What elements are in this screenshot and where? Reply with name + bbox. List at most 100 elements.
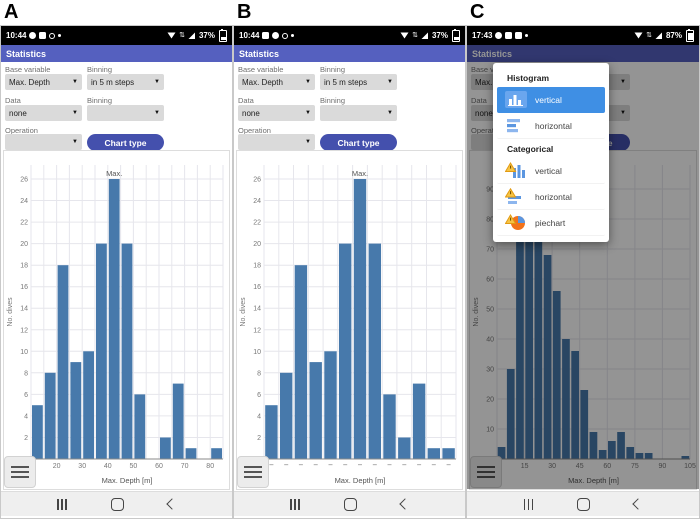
svg-text:26: 26 [253, 177, 261, 184]
svg-text:6: 6 [257, 392, 261, 399]
battery-icon [219, 28, 227, 42]
menu-item-histogram-vertical[interactable]: vertical [497, 87, 605, 113]
svg-text:6: 6 [24, 392, 28, 399]
panel-c: C 17:43 ⇅ 87% Statistics Base [466, 0, 700, 519]
recent-apps-icon[interactable] [290, 498, 300, 510]
panel-label: C [470, 1, 485, 23]
gallery-icon [39, 32, 47, 39]
base-variable-dropdown[interactable]: Max. Depth▼ [238, 74, 315, 90]
panel-label: A [4, 1, 19, 23]
data-label: Data [471, 96, 487, 105]
menu-section-title: Categorical [507, 144, 554, 154]
svg-text:2: 2 [24, 435, 28, 442]
signal-icon [655, 32, 662, 39]
home-icon[interactable] [343, 497, 357, 511]
binning-dropdown[interactable]: in 5 m steps▼ [87, 74, 164, 90]
youtube-icon [505, 32, 513, 39]
menu-item-categorical-piechart[interactable]: piechart [497, 210, 605, 236]
back-icon[interactable] [166, 498, 178, 510]
battery-percent: 87% [665, 31, 682, 40]
statistics-form: Base variable Binning Max. Depth▼ in 5 m… [234, 62, 465, 151]
chrome-icon [282, 32, 289, 39]
svg-text:80: 80 [206, 463, 214, 470]
svg-text:75: 75 [631, 463, 639, 470]
chart-type-button[interactable]: Chart type [87, 134, 164, 151]
svg-text:18: 18 [253, 263, 261, 270]
svg-text:No. dives: No. dives [473, 297, 480, 327]
svg-text:Max. Depth [m]: Max. Depth [m] [102, 476, 153, 485]
operation-label: Operation [5, 126, 38, 135]
svg-text:4: 4 [24, 413, 28, 420]
svg-text:Max.: Max. [352, 169, 368, 178]
clock: 17:43 [472, 31, 493, 40]
app-header-bar: Statistics [467, 45, 699, 62]
svg-text:26: 26 [20, 177, 28, 184]
chart-type-button[interactable]: Chart type [320, 134, 397, 151]
svg-text:No. dives: No. dives [7, 297, 14, 327]
dropdown-arrow-icon: ▼ [305, 139, 311, 145]
whatsapp-icon [29, 32, 37, 39]
menu-button[interactable] [4, 456, 36, 488]
binning2-dropdown[interactable]: ▼ [320, 105, 397, 121]
phone-screen: 10:44 ⇅ 37% Statistics Base variable Bin… [233, 25, 466, 519]
recent-apps-icon[interactable] [523, 498, 534, 510]
svg-text:22: 22 [20, 220, 28, 227]
dropdown-arrow-icon: ▼ [72, 139, 78, 145]
svg-text:60: 60 [155, 463, 163, 470]
binning-dropdown[interactable]: in 5 m steps▼ [320, 74, 397, 90]
base-variable-dropdown[interactable]: Max. Depth▼ [5, 74, 82, 90]
categorical-piechart-icon [505, 214, 525, 230]
svg-text:Max. Depth [m]: Max. Depth [m] [568, 476, 619, 485]
base-variable-label: Base variable [238, 65, 284, 74]
svg-text:40: 40 [104, 463, 112, 470]
menu-item-categorical-vertical[interactable]: vertical [497, 158, 605, 184]
svg-text:40: 40 [486, 337, 494, 344]
chrome-icon [49, 32, 56, 39]
svg-text:90: 90 [659, 463, 667, 470]
menu-button[interactable] [470, 456, 502, 488]
data-dropdown[interactable]: none▼ [238, 105, 315, 121]
binning-label: Binning [87, 65, 113, 74]
svg-text:30: 30 [548, 463, 556, 470]
operation-dropdown[interactable]: ▼ [238, 134, 315, 150]
back-icon[interactable] [632, 498, 644, 510]
dropdown-arrow-icon: ▼ [72, 110, 78, 116]
home-icon[interactable] [110, 497, 124, 511]
svg-text:16: 16 [253, 284, 261, 291]
histogram-chart: 024681012141618202224261020304050607080M… [3, 150, 230, 490]
svg-text:10: 10 [253, 349, 261, 356]
svg-text:50: 50 [130, 463, 138, 470]
phone-screen: 17:43 ⇅ 87% Statistics Base variable Bin… [466, 25, 700, 519]
menu-item-histogram-horizontal[interactable]: horizontal [497, 113, 605, 139]
data-label: Data [5, 96, 21, 105]
operation-dropdown[interactable]: ▼ [5, 134, 82, 150]
svg-text:24: 24 [20, 198, 28, 205]
menu-item-categorical-horizontal[interactable]: horizontal [497, 184, 605, 210]
status-bar: 10:44 ⇅ 37% [1, 26, 232, 45]
home-icon[interactable] [577, 497, 591, 511]
panel-b: B 10:44 ⇅ 37% Statistics Base [233, 0, 466, 519]
notification-dot [291, 34, 295, 37]
svg-text:30: 30 [78, 463, 86, 470]
svg-text:20: 20 [253, 241, 261, 248]
svg-text:No. dives: No. dives [240, 297, 247, 327]
operation-label: Operation [471, 126, 504, 135]
svg-text:Max. Depth [m]: Max. Depth [m] [335, 476, 386, 485]
data-dropdown[interactable]: none▼ [5, 105, 82, 121]
histogram-chart: 02468101214161820222426Max. Depth [m]No.… [236, 150, 463, 490]
dropdown-arrow-icon: ▼ [305, 110, 311, 116]
whatsapp-icon [272, 32, 280, 39]
wifi-icon [634, 32, 643, 38]
binning2-dropdown[interactable]: ▼ [87, 105, 164, 121]
categorical-horizontal-icon [505, 188, 521, 204]
recent-apps-icon[interactable] [57, 498, 67, 510]
menu-section-title: Histogram [507, 73, 550, 83]
menu-button[interactable] [237, 456, 269, 488]
mobile-data-icon: ⇅ [412, 32, 418, 39]
svg-text:20: 20 [486, 397, 494, 404]
gallery-icon [262, 32, 270, 39]
svg-text:24: 24 [253, 198, 261, 205]
back-icon[interactable] [399, 498, 411, 510]
svg-text:10: 10 [486, 427, 494, 434]
